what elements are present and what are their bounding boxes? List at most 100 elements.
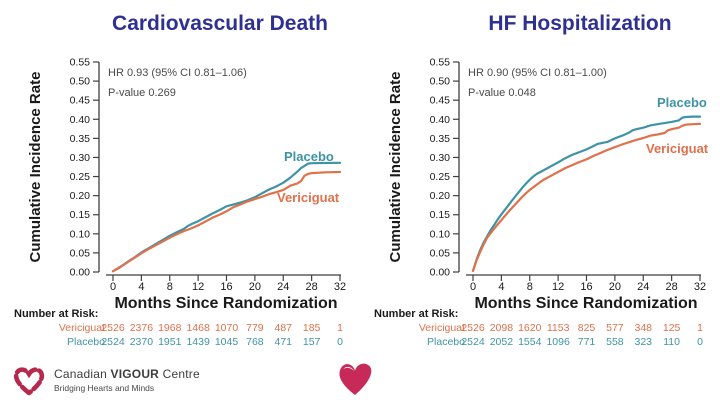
at-risk-value: 185 xyxy=(303,322,321,334)
at-risk-value: 487 xyxy=(274,322,292,334)
at-risk-value: 0 xyxy=(697,336,703,348)
at-risk-value: 2524 xyxy=(101,336,125,348)
at-risk-value: 779 xyxy=(246,322,264,334)
hr-annotation: HR 0.93 (95% CI 0.81–1.06) xyxy=(108,67,247,79)
at-risk-value: 0 xyxy=(337,336,343,348)
y-tick-label: 0.55 xyxy=(70,57,91,69)
at-risk-value: 110 xyxy=(663,336,680,348)
x-axis-label: Months Since Randomization xyxy=(114,295,337,312)
cvc-name-part1: Canadian xyxy=(54,366,111,381)
x-tick-label: 32 xyxy=(334,281,346,293)
y-tick-label: 0.25 xyxy=(70,171,91,183)
at-risk-value: 1951 xyxy=(158,336,182,348)
x-tick-label: 20 xyxy=(249,281,261,293)
at-risk-value: 125 xyxy=(663,322,681,334)
at-risk-value: 2370 xyxy=(130,336,154,348)
y-tick-label: 0.15 xyxy=(430,209,451,221)
series-label-vericiguat: Vericiguat xyxy=(646,141,709,156)
x-tick-label: 28 xyxy=(306,281,318,293)
y-tick-label: 0.45 xyxy=(430,95,451,107)
at-risk-row-label-placebo: Placebo xyxy=(427,336,465,348)
x-tick-label: 24 xyxy=(637,281,649,293)
y-tick-label: 0.50 xyxy=(70,76,91,88)
at-risk-value: 157 xyxy=(303,336,321,348)
chart-svg: Cardiovascular Death 0.00 0.05 0.10 0.15 0.20… xyxy=(14,12,346,348)
at-risk-value: 2376 xyxy=(130,322,154,334)
y-tick-label: 0.00 xyxy=(430,267,451,279)
x-tick-label: 4 xyxy=(498,281,504,293)
pvalue-annotation: P-value 0.048 xyxy=(468,87,536,99)
y-tick-label: 0.10 xyxy=(430,228,451,240)
cvc-name-part2: Centre xyxy=(159,366,200,381)
curve-placebo xyxy=(111,161,342,273)
cvc-heart-icon xyxy=(13,367,45,396)
at-risk-value: 1070 xyxy=(215,322,239,334)
at-risk-value: 2526 xyxy=(101,322,125,334)
at-risk-value: 768 xyxy=(246,336,264,348)
x-tick-label: 12 xyxy=(552,281,564,293)
x-tick-label: 4 xyxy=(138,281,144,293)
cvc-name-bold: VIGOUR xyxy=(110,366,160,381)
at-risk-row-label-placebo: Placebo xyxy=(67,336,105,348)
y-tick-label: 0.20 xyxy=(430,190,451,202)
at-risk-value: 1153 xyxy=(547,322,570,334)
at-risk-value: 2526 xyxy=(461,322,485,334)
at-risk-value: 1 xyxy=(337,322,343,334)
x-tick-label: 8 xyxy=(167,281,173,293)
y-tick-label: 0.15 xyxy=(70,209,91,221)
cvc-logo: Canadian VIGOUR Centre Bridging Hearts a… xyxy=(12,364,200,396)
at-risk-value: 771 xyxy=(578,336,596,348)
chart-panel-hf-hospitalization: HF Hospitalization 0.00 0.05 0.10 0.15 0.20 0.… xyxy=(360,0,720,404)
at-risk-row-label-vericiguat: Vericiguat xyxy=(419,322,465,334)
at-risk-value: 1045 xyxy=(215,336,239,348)
pvalue-annotation: P-value 0.269 xyxy=(108,87,176,99)
y-tick-label: 0.30 xyxy=(70,152,91,164)
series-label-placebo: Placebo xyxy=(657,95,707,110)
at-risk-row-label-vericiguat: Vericiguat xyxy=(59,322,105,334)
at-risk-value: 558 xyxy=(606,336,624,348)
at-risk-value: 1468 xyxy=(186,322,210,334)
y-axis-label: Cumulative Incidence Rate xyxy=(27,72,44,263)
at-risk-value: 1620 xyxy=(518,322,542,334)
x-tick-label: 8 xyxy=(527,281,533,293)
chart-title: HF Hospitalization xyxy=(488,12,671,35)
y-tick-label: 0.40 xyxy=(430,114,451,126)
y-tick-label: 0.05 xyxy=(430,247,451,259)
y-tick-label: 0.30 xyxy=(430,152,451,164)
curve-vericiguat xyxy=(471,122,702,272)
y-tick-label: 0.05 xyxy=(70,247,91,259)
hr-annotation: HR 0.90 (95% CI 0.81–1.00) xyxy=(468,67,607,79)
at-risk-value: 2052 xyxy=(490,336,514,348)
at-risk-value: 1439 xyxy=(186,336,210,348)
chart-title: Cardiovascular Death xyxy=(112,12,328,35)
x-tick-label: 20 xyxy=(609,281,621,293)
x-tick-label: 24 xyxy=(277,281,289,293)
y-axis-label: Cumulative Incidence Rate xyxy=(387,72,404,263)
x-tick-label: 0 xyxy=(470,281,476,293)
x-tick-label: 32 xyxy=(694,281,706,293)
curve-placebo xyxy=(471,115,702,272)
y-tick-label: 0.25 xyxy=(430,171,451,183)
at-risk-value: 2524 xyxy=(461,336,485,348)
at-risk-value: 323 xyxy=(634,336,652,348)
at-risk-value: 825 xyxy=(578,322,596,334)
y-tick-label: 0.10 xyxy=(70,228,91,240)
at-risk-value: 471 xyxy=(274,336,292,348)
y-tick-label: 0.35 xyxy=(70,133,91,145)
x-tick-label: 12 xyxy=(192,281,204,293)
x-tick-label: 28 xyxy=(666,281,678,293)
y-tick-label: 0.40 xyxy=(70,114,91,126)
at-risk-value: 348 xyxy=(634,322,652,334)
at-risk-value: 1554 xyxy=(518,336,542,348)
cvc-tagline: Bridging Hearts and Minds xyxy=(54,382,155,393)
y-tick-label: 0.20 xyxy=(70,190,91,202)
curve-vericiguat xyxy=(111,170,342,273)
at-risk-value: 1096 xyxy=(546,336,570,348)
x-tick-label: 0 xyxy=(110,281,116,293)
number-at-risk-header: Number at Risk: xyxy=(14,308,98,320)
chart-panel-cardiovascular-death: Cardiovascular Death 0.00 0.05 0.10 0.15 0.20… xyxy=(14,12,346,348)
at-risk-value: 1968 xyxy=(158,322,182,334)
x-tick-label: 16 xyxy=(220,281,232,293)
y-tick-label: 0.00 xyxy=(70,267,91,279)
